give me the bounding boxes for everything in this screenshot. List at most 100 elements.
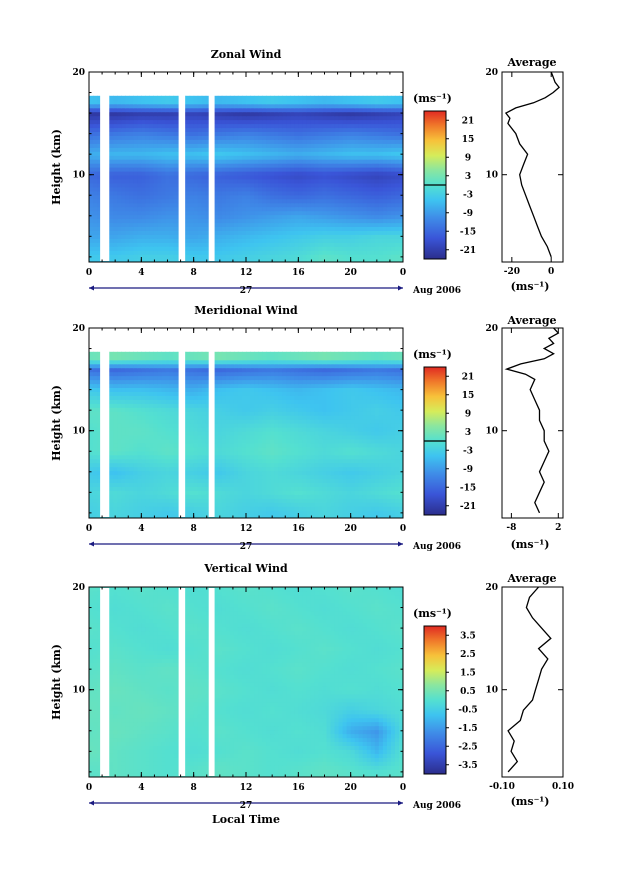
heatmap-cell bbox=[382, 123, 388, 129]
heatmap-cell bbox=[298, 95, 303, 101]
heatmap-cell bbox=[205, 438, 211, 444]
heatmap-cell bbox=[274, 450, 279, 456]
heatmap-cell bbox=[161, 506, 167, 511]
heatmap-cell bbox=[318, 182, 324, 188]
heatmap-cell bbox=[117, 155, 122, 160]
heatmap-cell bbox=[302, 95, 307, 101]
heatmap-cell bbox=[169, 182, 175, 188]
heatmap-cell bbox=[314, 167, 319, 172]
heatmap-cell bbox=[358, 446, 364, 452]
heatmap-cell bbox=[233, 206, 239, 212]
heatmap-cell bbox=[290, 470, 295, 476]
heatmap-cell bbox=[129, 466, 134, 472]
heatmap-cell bbox=[294, 190, 299, 196]
heatmap-cell bbox=[394, 442, 400, 448]
heatmap-cell bbox=[153, 198, 158, 204]
heatmap-cell bbox=[145, 115, 150, 121]
heatmap-cell bbox=[270, 210, 275, 216]
heatmap-cell bbox=[213, 159, 219, 164]
heatmap-cell bbox=[197, 226, 203, 231]
heatmap-cell bbox=[334, 254, 340, 259]
heatmap-cell bbox=[322, 171, 328, 176]
heatmap-cell bbox=[229, 127, 235, 132]
heatmap-cell bbox=[330, 202, 336, 208]
heatmap-cell bbox=[342, 143, 348, 148]
heatmap-cell bbox=[133, 510, 138, 515]
heatmap-cell bbox=[278, 103, 283, 109]
heatmap-cell bbox=[262, 222, 267, 227]
heatmap-cell bbox=[109, 490, 114, 495]
heatmap-cell bbox=[390, 135, 396, 140]
heatmap-cell bbox=[97, 218, 102, 224]
heatmap-cell bbox=[310, 174, 315, 180]
heatmap-cell bbox=[137, 178, 142, 184]
heatmap-cell bbox=[169, 107, 175, 113]
heatmap-cell bbox=[298, 470, 303, 476]
heatmap-cell bbox=[233, 127, 239, 132]
heatmap-cell bbox=[213, 151, 219, 156]
heatmap-cell bbox=[201, 442, 207, 448]
heatmap-cell bbox=[221, 190, 227, 196]
heatmap-cell bbox=[399, 202, 403, 208]
heatmap-cell bbox=[338, 127, 344, 132]
heatmap-cell bbox=[205, 474, 211, 480]
heatmap-cell bbox=[229, 450, 235, 456]
heatmap-cell bbox=[97, 163, 102, 168]
heatmap-cell bbox=[358, 462, 364, 468]
heatmap-cell bbox=[334, 143, 340, 148]
heatmap-cell bbox=[330, 474, 336, 480]
heatmap-cell bbox=[97, 442, 102, 448]
heatmap-cell bbox=[318, 466, 324, 472]
heatmap-cell bbox=[302, 171, 307, 176]
heatmap-cell bbox=[133, 474, 138, 480]
heatmap-cell bbox=[350, 115, 356, 121]
heatmap-cell bbox=[149, 454, 154, 460]
heatmap-cell bbox=[326, 111, 332, 117]
heatmap-cell bbox=[169, 514, 175, 518]
heatmap-cell bbox=[225, 242, 231, 247]
heatmap-cell bbox=[362, 103, 368, 109]
heatmap-cell bbox=[137, 143, 142, 148]
heatmap-cell bbox=[266, 498, 271, 503]
heatmap-cell bbox=[290, 242, 295, 247]
heatmap-cell bbox=[250, 442, 255, 448]
heatmap-cell bbox=[270, 478, 275, 483]
heatmap-cell bbox=[141, 490, 146, 495]
heatmap-cell bbox=[338, 99, 344, 105]
heatmap-cell bbox=[362, 190, 368, 196]
heatmap-cell bbox=[382, 250, 388, 255]
heatmap-cell bbox=[157, 442, 162, 448]
heatmap-cell bbox=[370, 454, 376, 460]
heatmap-cell bbox=[266, 151, 271, 156]
heatmap-cell bbox=[145, 462, 150, 468]
heatmap-cell bbox=[237, 194, 243, 200]
heatmap-cell bbox=[282, 103, 287, 109]
heatmap-cell bbox=[149, 514, 154, 518]
heatmap-cell bbox=[201, 458, 207, 464]
heatmap-cell bbox=[334, 470, 340, 476]
heatmap-cell bbox=[330, 250, 336, 255]
heatmap-cell bbox=[378, 171, 384, 176]
heatmap-cell bbox=[169, 174, 175, 180]
heatmap-cell bbox=[233, 214, 239, 220]
heatmap-cell bbox=[386, 442, 392, 448]
heatmap-cell bbox=[306, 258, 311, 262]
heatmap-cell bbox=[386, 498, 392, 503]
heatmap-cell bbox=[169, 502, 175, 507]
heatmap-cell bbox=[306, 478, 311, 483]
heatmap-cell bbox=[213, 119, 219, 125]
heatmap-cell bbox=[334, 111, 340, 117]
heatmap-cell bbox=[310, 103, 315, 109]
heatmap-cell bbox=[189, 186, 195, 192]
heatmap-cell bbox=[374, 234, 380, 239]
heatmap-cell bbox=[213, 171, 219, 176]
heatmap-cell bbox=[350, 123, 356, 129]
heatmap-cell bbox=[322, 234, 328, 239]
heatmap-cell bbox=[306, 498, 311, 503]
heatmap-cell bbox=[137, 119, 142, 125]
heatmap-cell bbox=[302, 442, 307, 448]
heatmap-cell bbox=[262, 226, 267, 231]
heatmap-cell bbox=[338, 163, 344, 168]
heatmap-cell bbox=[153, 163, 158, 168]
heatmap-cell bbox=[274, 135, 279, 140]
